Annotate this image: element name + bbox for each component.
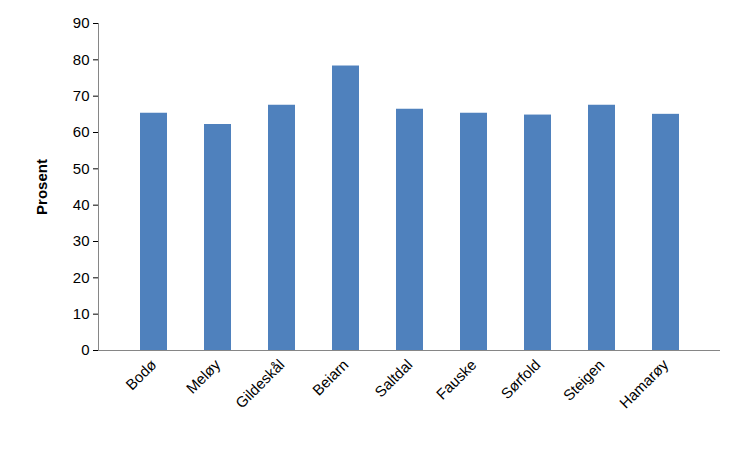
- svg-text:Bodø: Bodø: [122, 356, 159, 393]
- svg-text:80: 80: [73, 51, 90, 68]
- svg-text:10: 10: [73, 305, 90, 322]
- svg-text:Meløy: Meløy: [183, 355, 224, 396]
- svg-text:50: 50: [73, 160, 90, 177]
- svg-text:Beiarn: Beiarn: [309, 356, 352, 399]
- svg-text:Hamarøy: Hamarøy: [616, 355, 672, 411]
- svg-text:60: 60: [73, 123, 90, 140]
- svg-text:30: 30: [73, 232, 90, 249]
- svg-text:70: 70: [73, 87, 90, 104]
- svg-text:Gildeskål: Gildeskål: [232, 356, 288, 412]
- svg-text:0: 0: [81, 341, 89, 358]
- svg-text:40: 40: [73, 196, 90, 213]
- svg-text:90: 90: [73, 14, 90, 31]
- svg-text:Prosent: Prosent: [33, 159, 50, 215]
- svg-text:Steigen: Steigen: [560, 356, 608, 404]
- svg-text:Fauske: Fauske: [433, 356, 480, 403]
- svg-text:Sørfold: Sørfold: [497, 356, 543, 402]
- svg-text:20: 20: [73, 269, 90, 286]
- svg-text:Saltdal: Saltdal: [371, 356, 415, 400]
